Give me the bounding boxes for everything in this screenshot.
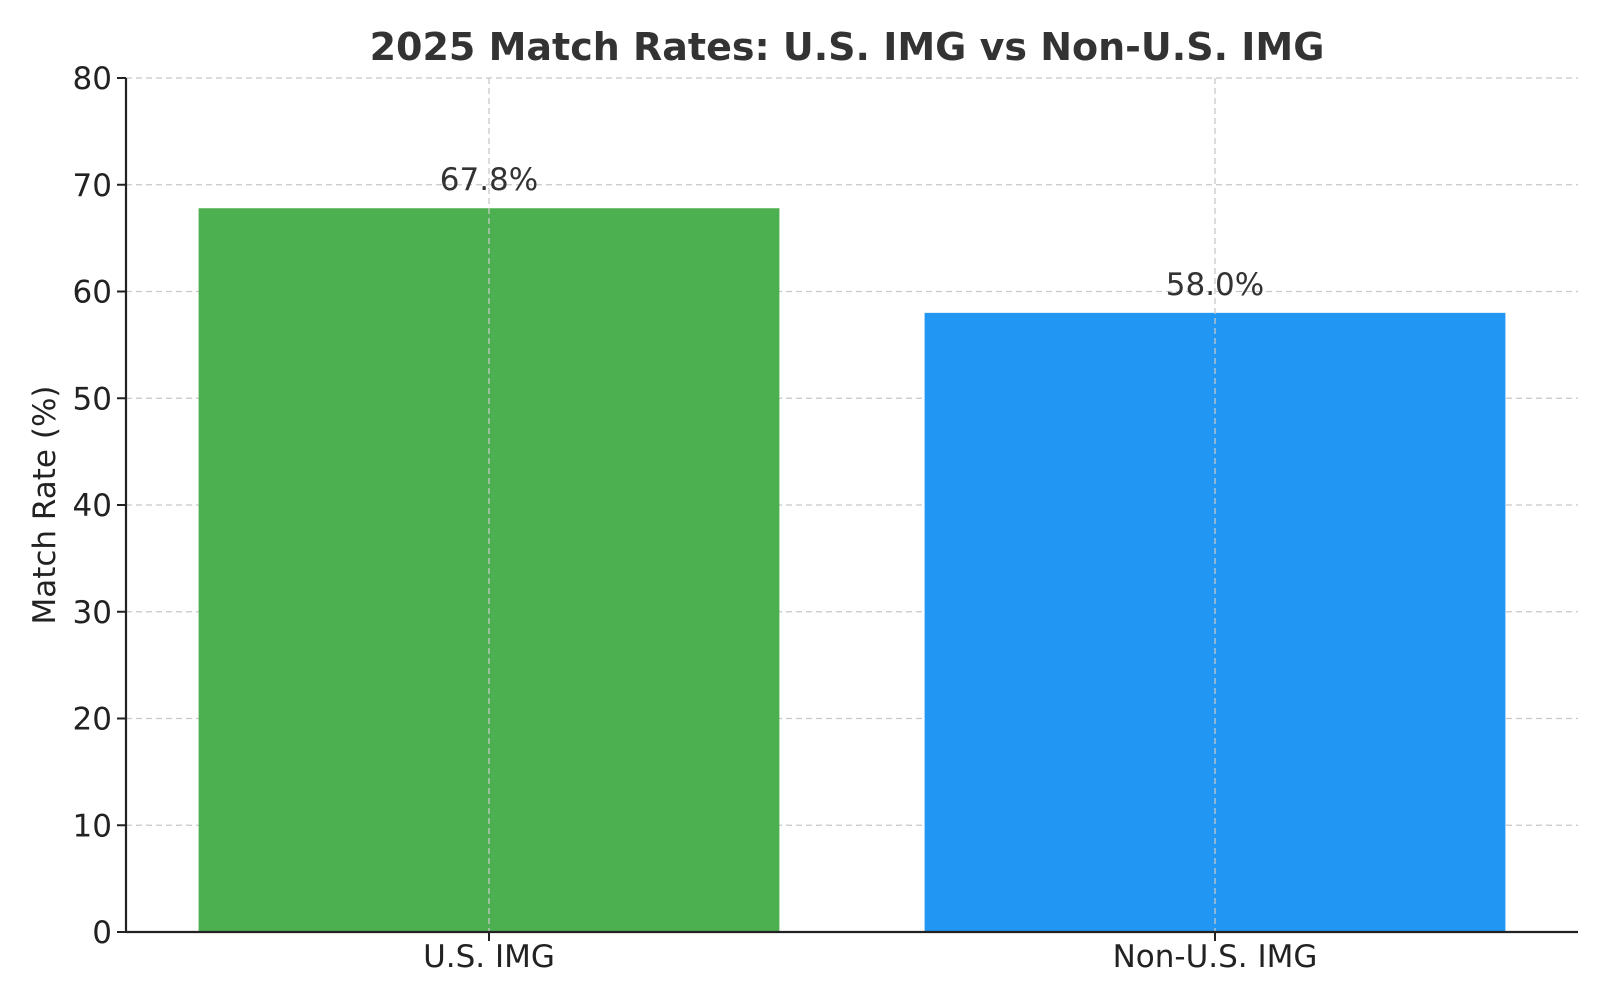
axes [117,77,1578,941]
chart-title: 2025 Match Rates: U.S. IMG vs Non-U.S. I… [370,25,1325,69]
y-tick-label: 70 [73,168,112,204]
y-tick-label: 10 [73,808,112,844]
bar-value-label: 67.8% [440,162,538,198]
y-tick-label: 20 [73,702,112,738]
y-tick-label: 30 [73,595,112,631]
bar-value-label: 58.0% [1166,267,1264,303]
bars [198,208,1506,933]
labels: 0 10 20 30 40 50 60 70 80 U.S. IMG Non-U.S. IMG 67.… [73,61,1318,975]
y-tick-label: 40 [73,488,112,524]
y-axis-label: Match Rate (%) [27,385,63,624]
y-tick-label: 60 [73,275,112,311]
x-tick-label: Non-U.S. IMG [1113,939,1318,975]
y-tick-label: 0 [92,915,112,951]
x-tick-label: U.S. IMG [423,939,555,975]
y-tick-label: 50 [73,381,112,417]
y-tick-label: 80 [73,61,112,97]
